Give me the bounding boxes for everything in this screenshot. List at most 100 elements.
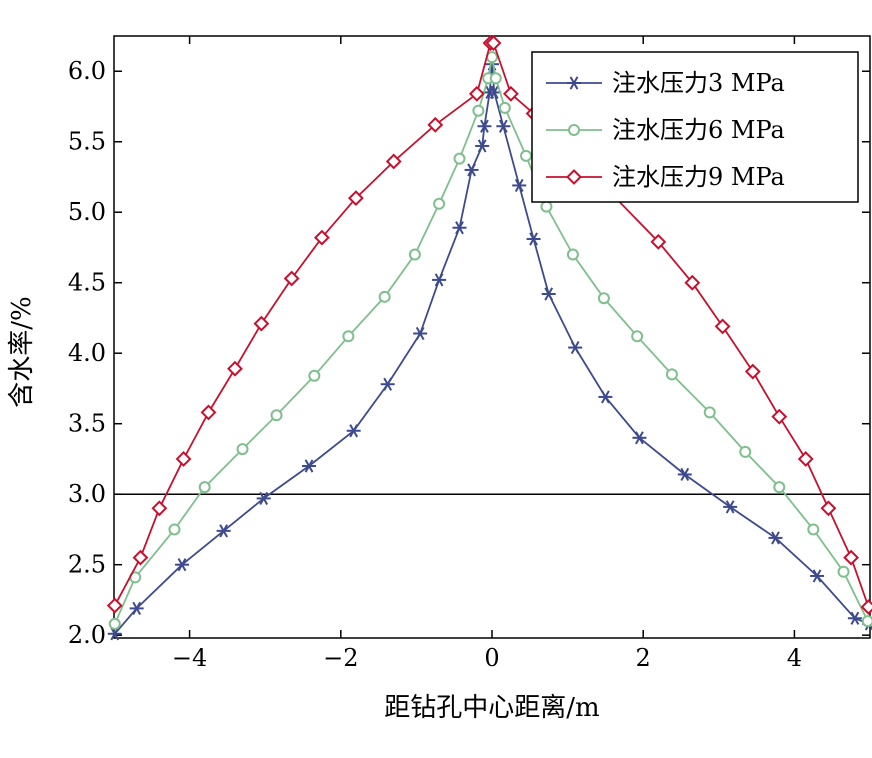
data-point-asterisk (380, 377, 395, 391)
data-point-diamond (797, 451, 814, 467)
data-point-diamond (744, 363, 761, 380)
data-point-asterisk (432, 273, 447, 287)
series (108, 51, 872, 630)
data-point-asterisk (256, 491, 271, 506)
data-point-diamond (485, 35, 502, 51)
data-point-asterisk (847, 611, 862, 625)
data-point-diamond (283, 270, 300, 287)
data-point-circle (308, 369, 321, 382)
data-point-diamond (771, 408, 788, 425)
data-point-diamond (200, 404, 217, 421)
data-point-asterisk (677, 467, 692, 482)
data-point-asterisk (496, 119, 511, 133)
data-point-circle (453, 152, 466, 165)
data-point-asterisk (567, 76, 581, 90)
data-point-asterisk (346, 424, 361, 438)
x-tick-label: −2 (323, 644, 358, 672)
data-point-circle (861, 615, 872, 628)
data-point-circle (408, 248, 421, 261)
data-point-circle (270, 409, 283, 422)
data-point-diamond (132, 549, 149, 566)
data-point-diamond (843, 549, 860, 566)
y-tick-label: 5.0 (68, 198, 106, 226)
data-point-asterisk (413, 326, 428, 341)
data-point-circle (520, 149, 533, 162)
x-tick-label: −4 (172, 644, 207, 672)
x-axis-title: 距钻孔中心距离/m (384, 693, 599, 723)
data-point-circle (433, 197, 446, 210)
y-tick-label: 2.5 (68, 551, 106, 579)
legend-label: 注水压力3 MPa (612, 69, 785, 97)
y-tick-label: 2.0 (68, 621, 106, 649)
data-point-diamond (650, 233, 667, 250)
data-point-circle (540, 200, 553, 213)
data-point-diamond (427, 116, 444, 133)
data-point-diamond (820, 500, 837, 517)
y-tick-label: 6.0 (68, 57, 106, 85)
data-point-circle (665, 368, 678, 381)
data-point-circle (773, 481, 786, 494)
y-axis: 2.0 2.5 3.0 3.5 4.0 4.5 5.0 5.5 6.0 (68, 57, 870, 649)
data-point-circle (378, 290, 391, 303)
data-point-asterisk (512, 178, 527, 193)
data-point-diamond (502, 85, 519, 102)
x-tick-label: 4 (787, 644, 802, 672)
data-point-diamond (348, 190, 364, 207)
x-axis: −4 −2 0 2 4 (172, 36, 802, 672)
data-point-asterisk (568, 340, 583, 355)
series-line (114, 42, 870, 608)
legend-label: 注水压力9 MPa (612, 163, 785, 191)
series-layer (106, 35, 872, 641)
x-tick-label: 0 (484, 644, 499, 672)
data-point-circle (807, 523, 820, 536)
data-point-circle (498, 101, 511, 114)
data-point-asterisk (452, 221, 467, 235)
data-point-asterisk (810, 569, 825, 583)
y-tick-label: 4.5 (68, 269, 106, 297)
data-point-diamond (468, 85, 485, 102)
data-point-diamond (175, 451, 192, 467)
data-point-asterisk (302, 459, 317, 473)
y-tick-label: 5.5 (68, 128, 106, 156)
data-point-asterisk (598, 390, 613, 404)
data-point-circle (198, 481, 211, 494)
data-point-diamond (714, 318, 731, 335)
data-point-asterisk (477, 119, 492, 133)
data-point-asterisk (464, 163, 479, 177)
legend: 注水压力3 MPa 注水压力6 MPa 注水压力9 MPa (531, 51, 859, 203)
data-point-circle (108, 617, 121, 630)
data-point-circle (489, 72, 502, 85)
y-tick-label: 3.5 (68, 410, 106, 438)
data-point-diamond (106, 597, 123, 614)
data-point-circle (703, 406, 716, 419)
data-point-asterisk (107, 627, 122, 641)
data-point-circle (739, 445, 752, 458)
data-point-asterisk (632, 431, 647, 445)
data-point-circle (631, 330, 644, 343)
data-point-diamond (151, 500, 168, 517)
data-point-asterisk (129, 601, 144, 615)
data-point-asterisk (175, 558, 190, 572)
data-point-asterisk (216, 524, 231, 538)
series (106, 35, 872, 615)
data-point-diamond (253, 315, 270, 332)
data-point-asterisk (475, 139, 490, 153)
data-point-circle (342, 330, 355, 343)
y-tick-label: 4.0 (68, 339, 106, 367)
data-point-asterisk (768, 531, 783, 545)
data-point-diamond (227, 360, 243, 377)
data-point-diamond (684, 274, 701, 291)
data-point-circle (568, 124, 580, 136)
data-point-diamond (566, 169, 582, 185)
data-point-circle (236, 443, 249, 456)
y-tick-label: 3.0 (68, 480, 106, 508)
data-point-asterisk (487, 85, 502, 99)
data-point-asterisk (526, 232, 541, 246)
legend-label: 注水压力6 MPa (612, 116, 785, 144)
data-point-diamond (385, 153, 402, 170)
data-point-diamond (860, 599, 872, 615)
data-point-circle (566, 248, 579, 261)
x-tick-label: 2 (636, 644, 651, 672)
data-point-asterisk (723, 500, 738, 514)
